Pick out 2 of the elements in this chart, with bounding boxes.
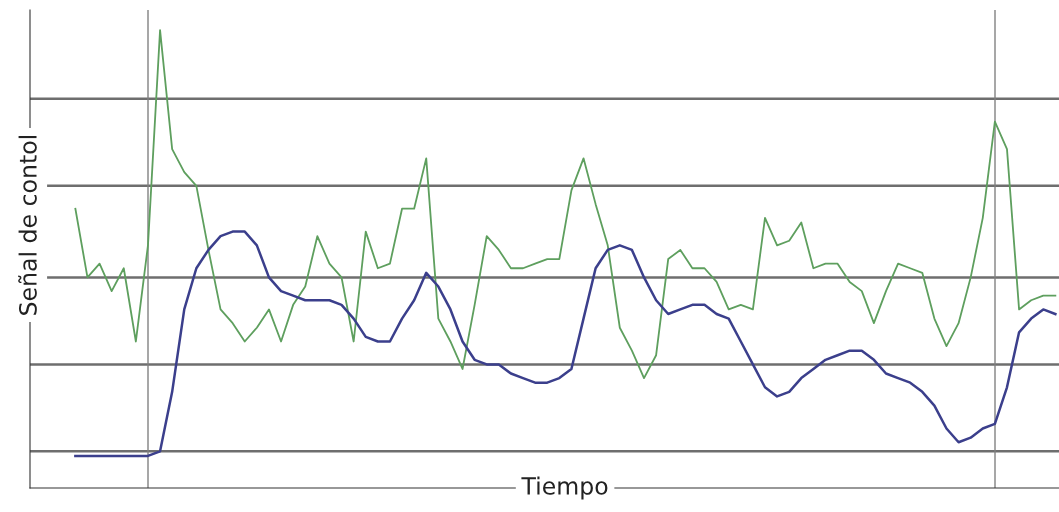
- x-axis-title: Tiempo: [521, 476, 608, 500]
- y-axis-title: Señal de contol: [18, 135, 37, 315]
